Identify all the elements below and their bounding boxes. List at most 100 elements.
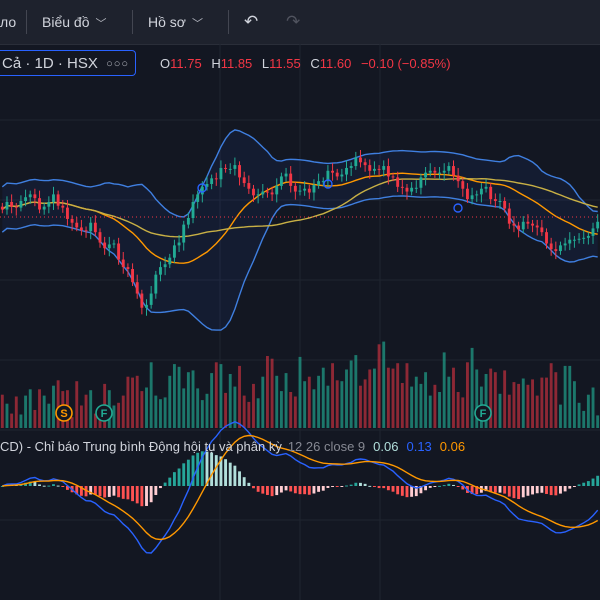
candlestick xyxy=(66,207,69,219)
volume-bar xyxy=(461,397,465,428)
candlestick xyxy=(475,194,479,196)
candlestick xyxy=(140,293,144,308)
candlestick xyxy=(368,165,372,171)
chart-menu-label: Biểu đồ xyxy=(42,14,90,30)
macd-histogram-bar xyxy=(98,486,102,497)
candlestick xyxy=(382,166,386,170)
volume-bar xyxy=(335,380,339,428)
candlestick xyxy=(24,197,28,201)
volume-bar xyxy=(433,384,437,428)
macd-legend[interactable]: CD) - Chỉ báo Trung bình Động hội tụ và … xyxy=(0,436,465,458)
macd-histogram-bar xyxy=(368,485,372,487)
macd-signal-value: 0.06 xyxy=(439,439,466,454)
more-dots-icon[interactable]: ○○○ xyxy=(106,58,129,70)
candlestick xyxy=(414,187,418,189)
volume-bar xyxy=(266,356,269,428)
volume-bar xyxy=(331,363,334,428)
macd-histogram-bar xyxy=(233,465,237,486)
macd-histogram-bar xyxy=(359,482,362,486)
macd-histogram-bar xyxy=(182,463,186,486)
signal-marker-circle xyxy=(55,404,73,422)
chart-menu-button[interactable]: Biểu đồ ﹀ xyxy=(42,8,106,36)
volume-bar xyxy=(168,375,172,428)
candlestick xyxy=(424,172,428,178)
volume-bar xyxy=(131,377,134,428)
macd-histogram-bar xyxy=(438,485,441,487)
candlestick xyxy=(98,232,102,243)
redo-icon[interactable]: ↷ xyxy=(286,12,301,31)
moving-average-yellow-line xyxy=(1,177,598,238)
volume-bar xyxy=(182,388,186,428)
macd-histogram-bar xyxy=(163,482,167,486)
macd-histogram-bar xyxy=(33,481,37,486)
profile-menu-button[interactable]: Hồ sơ ﹀ xyxy=(148,8,203,36)
macd-histogram-bar xyxy=(0,486,4,487)
macd-histogram-bar xyxy=(484,486,488,492)
volume-bar xyxy=(340,381,344,428)
macd-histogram-bar xyxy=(405,486,409,498)
volume-bar xyxy=(149,362,153,428)
volume-bar xyxy=(591,387,595,428)
candlestick xyxy=(126,267,130,269)
volume-bar xyxy=(438,392,441,428)
volume-bar xyxy=(172,364,176,428)
macd-histogram-bar xyxy=(372,486,376,488)
macd-histogram-bar xyxy=(382,486,386,489)
volume-bar xyxy=(177,366,181,428)
macd-histogram-bar xyxy=(391,486,395,492)
macd-histogram-bar xyxy=(326,486,330,488)
candlestick xyxy=(14,206,18,208)
symbol-legend[interactable]: Cả · 1D · HSX ○○○ xyxy=(0,50,136,76)
candlestick xyxy=(159,267,162,275)
volume-bar xyxy=(563,365,567,428)
candlestick xyxy=(261,191,265,195)
top-toolbar: ло Biểu đồ ﹀ Hồ sơ ﹀ ↶ ↷ xyxy=(0,0,600,45)
candlestick xyxy=(70,218,74,223)
macd-histogram-bar xyxy=(400,486,404,496)
volume-bar xyxy=(70,417,74,428)
macd-histogram-bar xyxy=(261,486,265,494)
volume-bar xyxy=(386,367,390,428)
volume-bar xyxy=(89,390,93,428)
macd-histogram-bar xyxy=(345,485,348,487)
candlestick xyxy=(163,264,167,268)
macd-histogram-bar xyxy=(42,485,46,487)
volume-bar xyxy=(33,410,37,428)
macd-histogram-bar xyxy=(307,486,311,495)
high-value: 11.85 xyxy=(220,56,253,71)
macd-histogram-bar xyxy=(363,483,367,486)
volume-bar xyxy=(210,373,214,428)
volume-bar xyxy=(214,362,218,428)
volume-bar xyxy=(359,385,362,428)
candlestick xyxy=(466,188,469,200)
macd-histogram-bar xyxy=(196,452,200,486)
volume-bar xyxy=(47,403,51,428)
macd-histogram-bar xyxy=(507,486,511,497)
bollinger-lower-line xyxy=(1,195,598,331)
volume-bar xyxy=(228,374,232,428)
toolbar-separator xyxy=(228,10,229,34)
signal-marker-circle xyxy=(474,404,492,422)
macd-histogram-bar xyxy=(172,472,176,486)
volume-bar xyxy=(503,370,507,428)
candlestick xyxy=(196,194,200,202)
macd-histogram-bar xyxy=(224,459,228,486)
volume-bar xyxy=(349,360,353,428)
high-label: H xyxy=(211,56,221,71)
volume-bar xyxy=(252,383,255,428)
volume-bar xyxy=(52,385,55,428)
candlestick xyxy=(568,239,572,244)
candlestick xyxy=(219,167,223,180)
candlestick xyxy=(47,201,51,207)
undo-icon[interactable]: ↶ xyxy=(244,12,259,31)
macd-histogram-bar xyxy=(521,486,525,498)
toolbar-partial-item[interactable]: ло xyxy=(0,14,17,30)
volume-bar xyxy=(517,383,521,428)
candlestick xyxy=(452,166,455,176)
macd-histogram-bar xyxy=(447,483,451,486)
volume-bar xyxy=(5,403,9,428)
macd-histogram-bar xyxy=(66,486,69,490)
volume-bar xyxy=(442,352,446,428)
macd-histogram-bar xyxy=(526,486,530,496)
